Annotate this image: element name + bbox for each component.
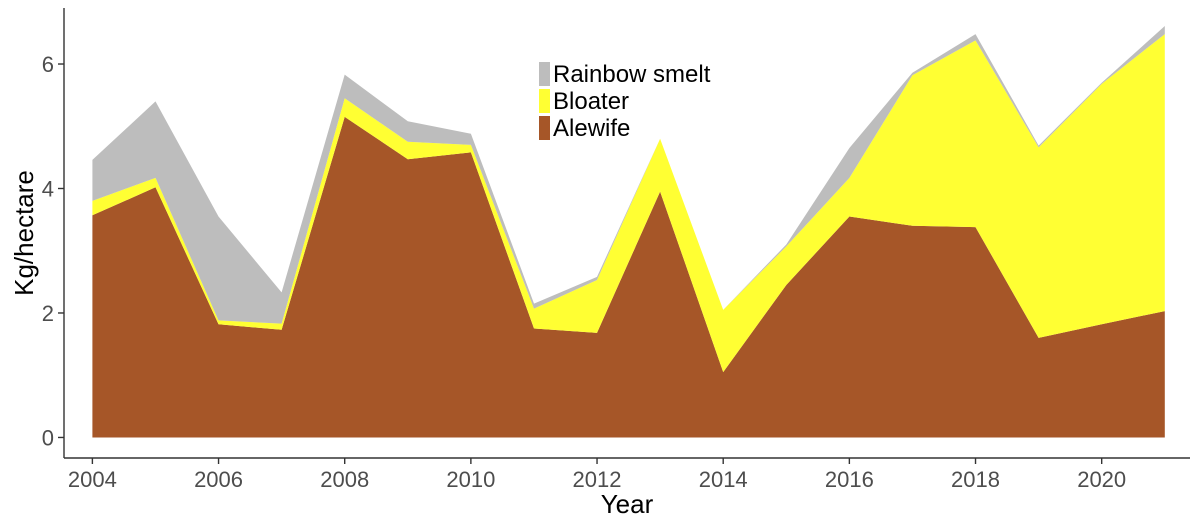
- x-tick-label: 2020: [1077, 467, 1126, 492]
- legend-key-rainbow-smelt: [539, 62, 550, 86]
- y-tick-label: 4: [42, 176, 54, 201]
- legend-key-alewife: [539, 116, 550, 140]
- y-tick-label: 6: [42, 52, 54, 77]
- legend-label: Rainbow smelt: [553, 61, 711, 88]
- x-tick-label: 2018: [951, 467, 1000, 492]
- x-tick-label: 2010: [446, 467, 495, 492]
- x-tick-label: 2016: [825, 467, 874, 492]
- x-axis-title: Year: [601, 489, 654, 518]
- area-layers: [92, 26, 1165, 438]
- x-tick-label: 2014: [699, 467, 748, 492]
- y-tick-label: 0: [42, 425, 54, 450]
- x-tick-label: 2008: [320, 467, 369, 492]
- legend-label: Bloater: [553, 88, 629, 115]
- y-axis-title: Kg/hectare: [9, 170, 39, 296]
- legend-label: Alewife: [553, 115, 630, 142]
- y-ticks: 0 2 4 6: [42, 52, 64, 450]
- area-alewife: [92, 116, 1165, 438]
- legend-key-bloater: [539, 89, 550, 113]
- x-ticks: 2004 2006 2008 2010 2012 2014 2016 2018 2020: [68, 458, 1126, 492]
- x-tick-label: 2006: [194, 467, 243, 492]
- area-rainbow-smelt: [92, 26, 1165, 324]
- x-tick-label: 2012: [573, 467, 622, 492]
- y-tick-label: 2: [42, 301, 54, 326]
- x-tick-label: 2004: [68, 467, 117, 492]
- axes: 2004 2006 2008 2010 2012 2014 2016 2018 2020 0 2 4…: [42, 8, 1190, 492]
- area-bloater: [92, 34, 1165, 373]
